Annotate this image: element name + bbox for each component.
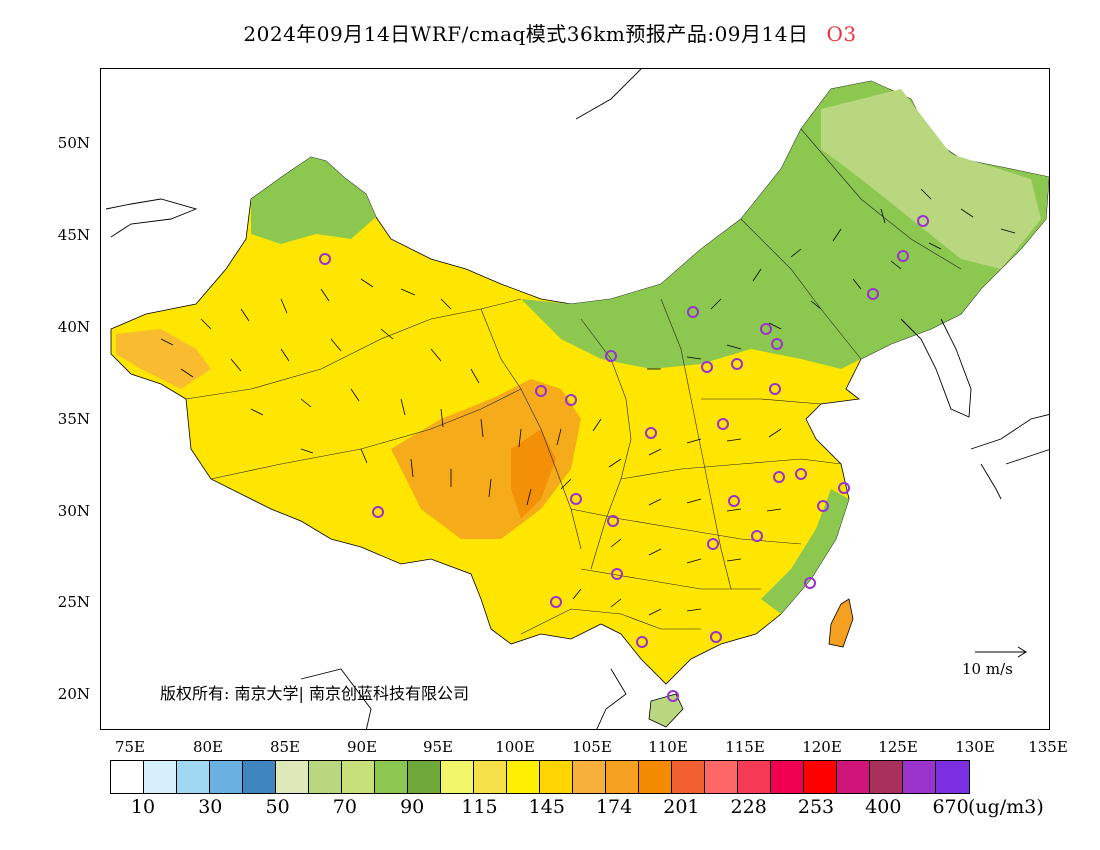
sakhalin-coastline	[575, 69, 642, 120]
lat-label: 40N	[57, 318, 90, 336]
colorbar-label: 70	[332, 796, 357, 818]
colorbar-label: 90	[400, 796, 425, 818]
colorbar-swatch	[111, 761, 144, 793]
colorbar-swatch	[408, 761, 441, 793]
city-markers	[319, 215, 929, 702]
lon-label: 110E	[648, 738, 688, 756]
wind-scale-arrow	[975, 646, 1027, 658]
colorbar-swatch	[606, 761, 639, 793]
colorbar-swatch	[276, 761, 309, 793]
colorbar-label: 253	[797, 796, 835, 818]
colorbar-swatch	[870, 761, 903, 793]
wind-vectors	[160, 188, 1016, 616]
colorbar-swatch	[342, 761, 375, 793]
lon-label: 105E	[572, 738, 612, 756]
central-darkorange-zone	[511, 429, 556, 519]
colorbar-label: 400	[865, 796, 902, 818]
colorbar-swatch	[309, 761, 342, 793]
lon-label: 85E	[269, 738, 301, 756]
map-panel[interactable]	[100, 68, 1050, 730]
colorbar-swatch	[474, 761, 507, 793]
colorbar-swatch	[837, 761, 870, 793]
lat-label: 25N	[57, 593, 90, 611]
hainan-landmass	[648, 693, 684, 728]
southeast-green-zone	[761, 489, 849, 614]
colorbar-label: 228	[730, 796, 767, 818]
colorbar-swatch	[705, 761, 738, 793]
lon-label: 80E	[192, 738, 224, 756]
colorbar-swatch	[672, 761, 705, 793]
west-orange-zone	[116, 329, 211, 389]
colorbar-swatch	[243, 761, 276, 793]
title-text: 2024年09月14日WRF/cmaq模式36km预报产品:09月14日	[243, 22, 809, 46]
vietnam-coastline	[300, 668, 627, 729]
pollutant-label: O3	[826, 22, 857, 46]
northwest-green-zone	[251, 157, 376, 244]
lon-label: 90E	[346, 738, 378, 756]
colorbar	[110, 760, 970, 794]
colorbar-label: 115	[461, 796, 498, 818]
copyright-text: 版权所有: 南京大学| 南京创蓝科技有限公司	[160, 684, 469, 703]
northeast-lightgreen	[821, 89, 1041, 269]
lon-label: 95E	[422, 738, 454, 756]
colorbar-label: 50	[265, 796, 290, 818]
colorbar-swatch	[771, 761, 804, 793]
lon-label: 75E	[114, 738, 146, 756]
lat-label: 50N	[57, 134, 90, 152]
wind-scale-label: 10 m/s	[962, 660, 1013, 678]
colorbar-swatch	[507, 761, 540, 793]
lake-coastline	[105, 198, 198, 238]
lat-label: 45N	[57, 226, 90, 244]
colorbar-unit: (ug/m3)	[968, 796, 1044, 818]
lon-label: 125E	[878, 738, 918, 756]
map-canvas	[105, 69, 1049, 729]
colorbar-swatch	[639, 761, 672, 793]
lon-label: 120E	[802, 738, 842, 756]
chart-title: 2024年09月14日WRF/cmaq模式36km预报产品:09月14日 O3	[0, 18, 1100, 47]
colorbar-swatch	[441, 761, 474, 793]
lon-label: 115E	[725, 738, 765, 756]
lat-label: 20N	[57, 685, 90, 703]
lat-label: 35N	[57, 410, 90, 428]
colorbar-label: 174	[595, 796, 633, 818]
colorbar-swatch	[144, 761, 177, 793]
colorbar-label: 201	[663, 796, 700, 818]
lon-label: 130E	[955, 738, 995, 756]
colorbar-swatch	[210, 761, 243, 793]
colorbar-label: 670	[932, 796, 969, 818]
province-boundaries	[185, 128, 962, 635]
colorbar-swatch	[177, 761, 210, 793]
colorbar-swatch	[804, 761, 837, 793]
colorbar-swatch	[540, 761, 573, 793]
korea-coastline	[900, 318, 972, 418]
colorbar-label: 10	[130, 796, 156, 818]
colorbar-swatch	[903, 761, 936, 793]
colorbar-swatch	[936, 761, 969, 793]
colorbar-swatch	[375, 761, 408, 793]
taiwan-landmass	[828, 598, 854, 648]
colorbar-label: 30	[198, 796, 223, 818]
colorbar-label: 145	[528, 796, 565, 818]
colorbar-swatch	[738, 761, 771, 793]
lat-label: 30N	[57, 502, 90, 520]
lon-label: 100E	[495, 738, 535, 756]
japan-coastline	[970, 414, 1049, 500]
lon-label: 135E	[1028, 738, 1068, 756]
colorbar-swatch	[573, 761, 606, 793]
